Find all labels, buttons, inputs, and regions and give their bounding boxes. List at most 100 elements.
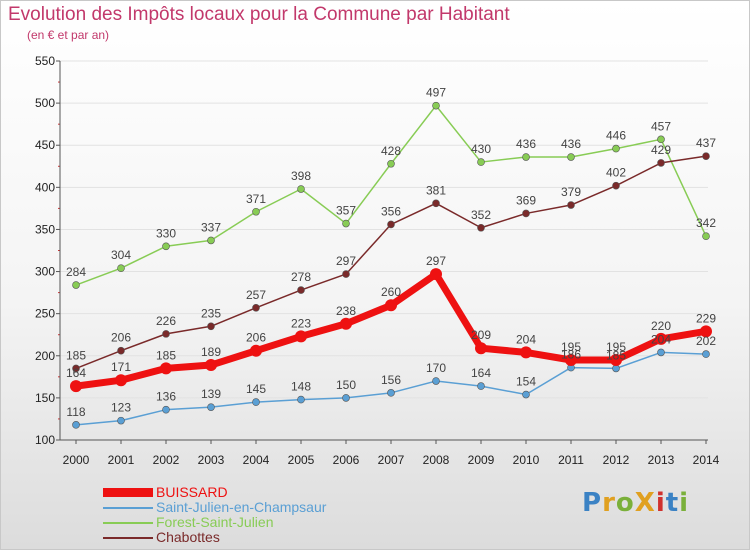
data-point: [387, 159, 395, 168]
chart-title: Evolution des Impôts locaux pour la Comm…: [8, 4, 510, 25]
data-label: 206: [246, 331, 266, 345]
data-label: 220: [651, 319, 671, 333]
data-point: [297, 185, 305, 193]
x-tick-label: 2005: [288, 453, 315, 467]
y-tick-label: 450: [35, 138, 55, 152]
x-tick-label: 2008: [423, 453, 450, 467]
x-tick-label: 2000: [63, 453, 90, 467]
series-line-3: [75, 155, 707, 370]
x-tick-label: 2007: [378, 453, 405, 467]
data-label: 430: [471, 142, 491, 156]
y-tick-label: 400: [35, 180, 55, 194]
data-point: [702, 152, 710, 160]
y-tick-label: 550: [35, 54, 55, 68]
data-point: [162, 330, 170, 338]
data-point: [657, 348, 665, 357]
data-label: 352: [471, 208, 491, 222]
data-label: 171: [111, 360, 131, 374]
data-point: [567, 153, 575, 161]
data-label: 170: [426, 361, 446, 375]
data-point: [387, 220, 395, 229]
data-label: 139: [201, 387, 221, 401]
data-point: [297, 395, 305, 404]
data-label: 297: [426, 254, 446, 268]
data-point: [430, 268, 442, 281]
data-point: [702, 232, 710, 240]
data-label: 186: [561, 348, 581, 362]
data-point: [207, 236, 215, 245]
y-tick-label: 350: [35, 222, 55, 236]
data-label: 402: [606, 166, 626, 180]
data-label: 330: [156, 226, 176, 240]
data-label: 238: [336, 304, 356, 318]
logo-letter: i: [679, 488, 690, 518]
data-point: [72, 364, 80, 373]
data-label: 164: [66, 366, 86, 380]
data-label: 437: [696, 136, 716, 150]
data-point: [655, 332, 667, 345]
y-tick-label: 250: [35, 307, 55, 321]
data-label: 195: [561, 340, 581, 354]
data-label: 342: [696, 216, 716, 230]
data-point: [205, 359, 217, 372]
legend-swatch-saint-julien: [103, 507, 153, 509]
data-point: [567, 201, 575, 209]
data-label: 185: [606, 348, 626, 362]
data-label: 235: [201, 306, 221, 320]
data-point: [72, 281, 80, 289]
data-point: [702, 350, 710, 358]
data-point: [297, 286, 305, 294]
x-tick-label: 2010: [513, 453, 540, 467]
x-tick-label: 2014: [693, 453, 720, 467]
data-point: [252, 398, 260, 406]
data-point: [207, 322, 215, 331]
data-point: [342, 219, 350, 228]
legend-label-forest: Forest-Saint-Julien: [156, 514, 274, 530]
data-label: 446: [606, 129, 626, 143]
data-label: 278: [291, 270, 311, 284]
data-label: 337: [201, 220, 221, 234]
data-point: [252, 207, 260, 216]
data-point: [522, 209, 530, 218]
data-point: [522, 153, 530, 161]
data-point: [342, 270, 350, 278]
data-point: [477, 158, 485, 166]
data-point: [522, 390, 530, 399]
legend-swatch-chabottes: [103, 537, 153, 539]
legend-label-chabottes: Chabottes: [156, 529, 220, 545]
data-point: [252, 303, 260, 312]
proxiti-logo: ProXiti: [582, 488, 689, 518]
data-label: 357: [336, 204, 356, 218]
data-label: 195: [606, 340, 626, 354]
x-tick-label: 2011: [558, 453, 584, 467]
data-label: 145: [246, 382, 266, 396]
legend-label-buissard: BUISSARD: [156, 484, 228, 500]
data-label: 204: [516, 332, 536, 346]
data-point: [342, 394, 350, 402]
logo-letter: P: [582, 488, 603, 518]
data-label: 189: [201, 345, 221, 359]
data-label: 284: [66, 265, 86, 279]
logo-letter: r: [602, 488, 616, 518]
data-point: [117, 416, 125, 425]
y-tick-label: 500: [35, 96, 55, 110]
data-point: [432, 377, 440, 385]
data-label: 257: [246, 288, 266, 302]
data-label: 185: [156, 348, 176, 362]
data-point: [612, 181, 620, 190]
data-label: 457: [651, 119, 671, 133]
data-point: [657, 159, 665, 167]
data-label: 148: [291, 380, 311, 394]
data-point: [162, 242, 170, 251]
data-label: 371: [246, 192, 266, 206]
data-point: [115, 374, 127, 387]
data-point: [162, 405, 170, 414]
x-tick-label: 2002: [153, 453, 180, 467]
legend-swatch-forest: [103, 522, 153, 524]
data-point: [72, 421, 80, 429]
y-tick-label: 200: [35, 349, 55, 363]
data-label: 436: [561, 137, 581, 151]
data-point: [432, 101, 440, 110]
y-tick-label: 300: [35, 265, 55, 279]
